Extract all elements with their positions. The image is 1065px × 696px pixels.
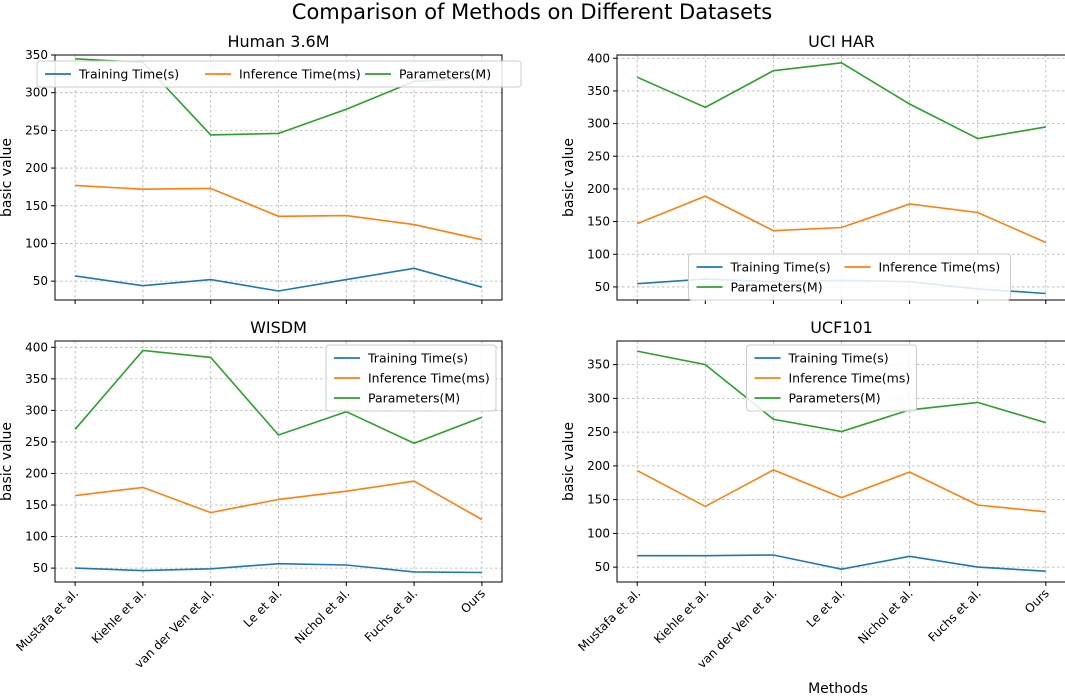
y-tick-label: 300 (587, 117, 610, 131)
legend-label: Inference Time(ms) (879, 260, 1001, 275)
series-line-parameters-m (637, 350, 1047, 433)
panel-title: Human 3.6M (227, 32, 329, 51)
x-tick-label: Nichol et al. (292, 586, 352, 646)
y-tick-label: 350 (25, 48, 48, 62)
legend: Training Time(s) Inference Time(ms) Parame… (36, 60, 522, 88)
x-tick-label: Kiehle et al. (89, 586, 149, 646)
y-tick-label: 250 (25, 123, 48, 137)
y-tick-label: 150 (587, 493, 610, 507)
y-tick-label: 250 (587, 425, 610, 439)
legend-box (746, 344, 917, 412)
legend-box (36, 60, 522, 88)
x-tick-label: Ours (1022, 586, 1052, 616)
legend-box (325, 344, 497, 412)
legend-label: Inference Time(ms) (789, 371, 911, 386)
legend-label: Inference Time(ms) (239, 67, 361, 82)
x-tick-label: Mustafa et al. (13, 586, 81, 654)
legend-label: Inference Time(ms) (368, 371, 490, 386)
legend: Training Time(s) Inference Time(ms) Parame… (688, 253, 1011, 301)
y-axis-label: basic value (561, 138, 577, 217)
chart-panel-4: 50 100 150 200 250 300 350 Mustafa et al. Kiehle… (561, 318, 1065, 671)
x-tick-label: Fuchs et al. (362, 586, 420, 644)
y-tick-label: 100 (25, 530, 48, 544)
chart-panel-2: 50 100 150 200 250 300 350 400 UCI HAR basic valu… (561, 32, 1065, 304)
x-tick-label: Le et al. (241, 586, 285, 630)
y-tick-label: 100 (25, 236, 48, 250)
series-line-inference-time-ms (636, 469, 1046, 513)
y-tick-label: 250 (587, 149, 610, 163)
y-tick-label: 300 (25, 86, 48, 100)
figure-title: Comparison of Methods on Different Datas… (292, 0, 772, 24)
series-line-inference-time-ms (75, 480, 483, 521)
y-tick-label: 50 (595, 280, 610, 294)
legend: Training Time(s) Inference Time(ms) Parame… (746, 344, 917, 412)
y-axis-label: basic value (0, 422, 15, 501)
panel-title: UCF101 (810, 318, 873, 337)
series-line-inference-time-ms (75, 184, 483, 241)
legend-label: Training Time(s) (788, 351, 889, 366)
legend-label: Parameters(M) (731, 280, 823, 295)
legend-label: Training Time(s) (730, 260, 831, 275)
y-tick-label: 400 (587, 51, 610, 65)
legend-label: Parameters(M) (789, 391, 881, 406)
x-tick-label: Fuchs et al. (925, 586, 983, 644)
series-line-parameters-m (636, 61, 1046, 140)
series-line-parameters-m (74, 349, 483, 445)
y-tick-label: 350 (587, 358, 610, 372)
y-tick-label: 200 (25, 161, 48, 175)
legend: Training Time(s) Inference Time(ms) Parame… (325, 344, 497, 412)
y-axis-label: basic value (0, 138, 15, 217)
y-tick-label: 150 (25, 498, 48, 512)
chart-panel-3: 50 100 150 200 250 300 350 400 Mustafa et al. Kie… (0, 318, 503, 671)
y-tick-label: 350 (25, 372, 48, 386)
y-tick-label: 400 (25, 340, 48, 354)
y-tick-label: 200 (587, 459, 610, 473)
chart-panel-1: 50 100 150 200 250 300 350 Human 3.6M basic valu… (0, 32, 522, 304)
y-tick-label: 250 (25, 435, 48, 449)
legend-label: Parameters(M) (399, 67, 491, 82)
series-line-training-time-s (75, 562, 482, 574)
y-tick-label: 200 (587, 182, 610, 196)
chart-panels: 50 100 150 200 250 300 350 Human 3.6M basic valu… (0, 32, 1065, 671)
panel-title: WISDM (250, 318, 307, 337)
legend-label: Training Time(s) (78, 67, 179, 82)
series-line-training-time-s (74, 267, 483, 292)
y-tick-label: 300 (25, 403, 48, 417)
y-tick-label: 350 (587, 84, 610, 98)
series-line-training-time-s (637, 554, 1046, 572)
legend-label: Training Time(s) (367, 351, 468, 366)
y-tick-label: 300 (587, 391, 610, 405)
y-tick-label: 150 (587, 215, 610, 229)
x-tick-label: Ours (458, 586, 488, 616)
legend-box (688, 253, 1011, 301)
y-tick-label: 50 (33, 274, 48, 288)
legend-label: Parameters(M) (368, 391, 460, 406)
y-tick-label: 50 (33, 561, 48, 575)
x-tick-label: Nichol et al. (855, 586, 915, 646)
x-tick-label: Kiehle et al. (651, 586, 711, 646)
y-tick-label: 200 (25, 466, 48, 480)
y-tick-label: 100 (587, 247, 610, 261)
x-tick-label: Le et al. (804, 586, 848, 630)
panel-title: UCI HAR (808, 32, 875, 51)
y-tick-label: 50 (595, 560, 610, 574)
x-axis-label: Methods (808, 681, 868, 696)
series-line-inference-time-ms (636, 195, 1047, 244)
y-tick-label: 150 (25, 199, 48, 213)
y-tick-label: 100 (587, 526, 610, 540)
x-tick-label: Mustafa et al. (575, 586, 643, 654)
y-axis-label: basic value (561, 422, 577, 501)
